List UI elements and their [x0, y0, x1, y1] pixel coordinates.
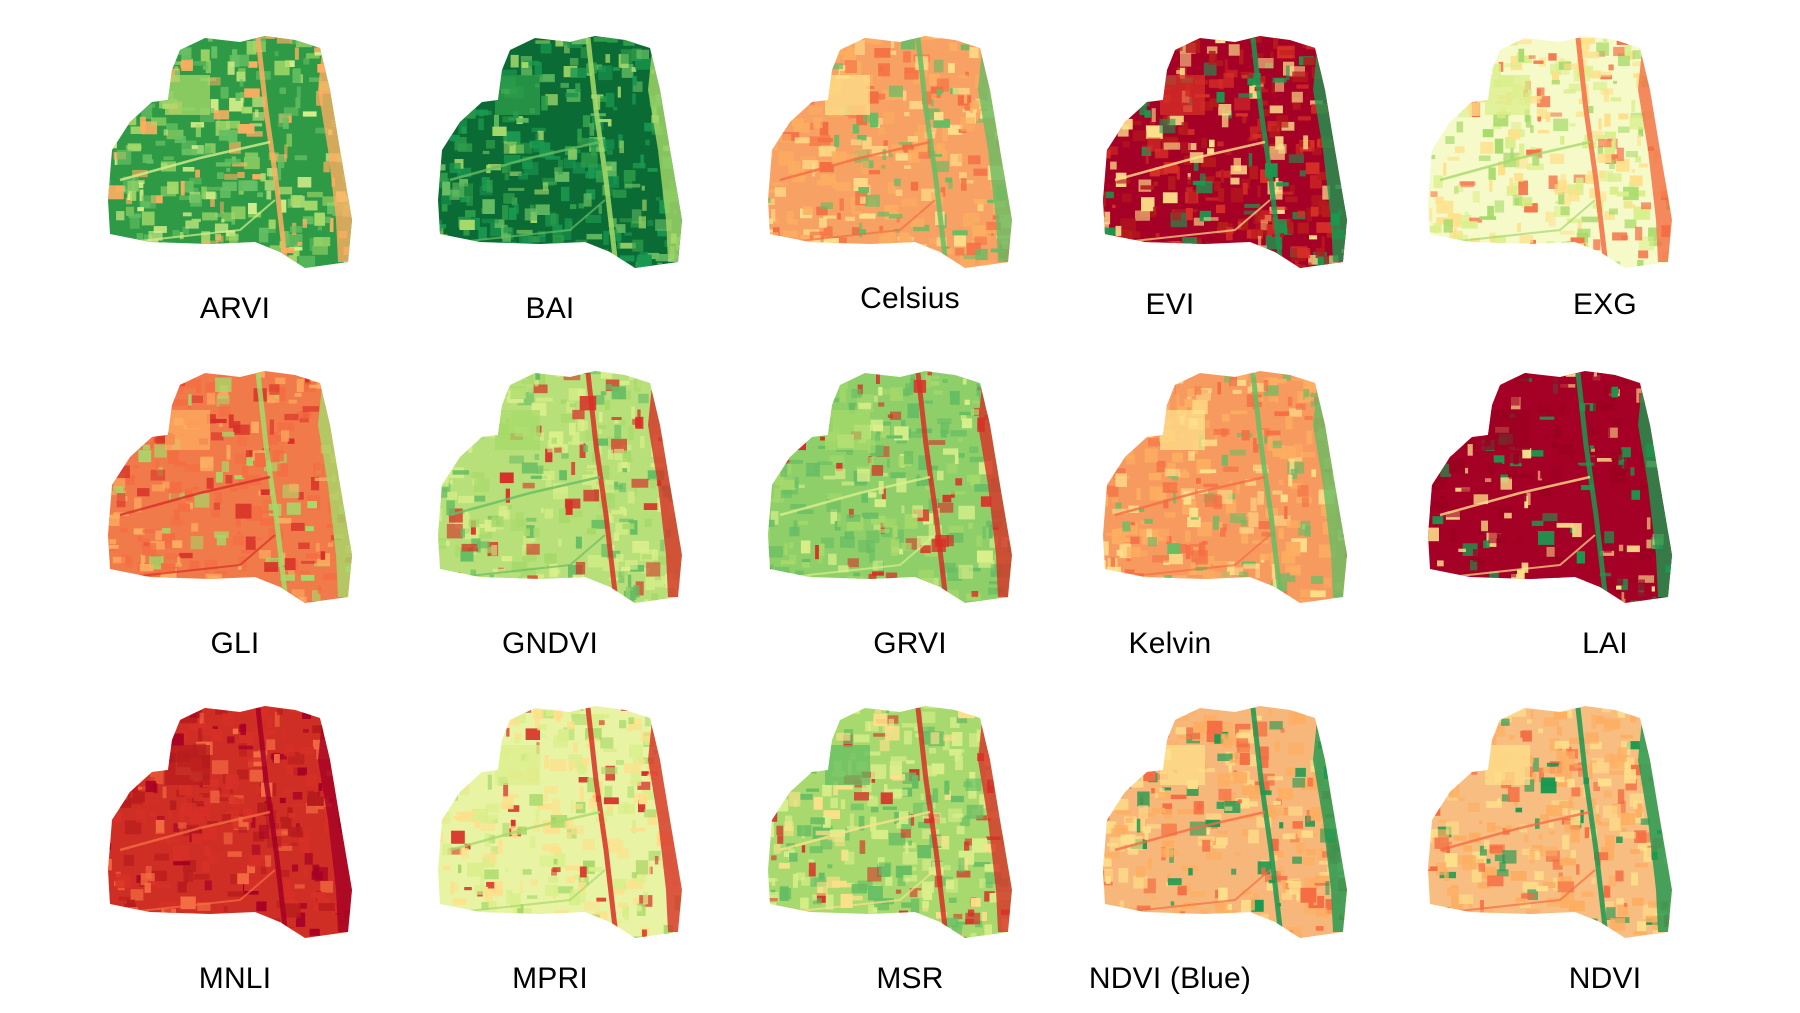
index-map-image	[1428, 36, 1672, 268]
index-map-image	[768, 36, 1012, 268]
index-label: GRVI	[873, 627, 947, 660]
index-label: Celsius	[860, 282, 960, 315]
index-label: EVI	[1145, 288, 1195, 321]
index-label: BAI	[525, 292, 575, 325]
index-map-image	[1103, 706, 1347, 938]
index-map-image	[108, 371, 352, 603]
index-label: GNDVI	[501, 627, 598, 660]
index-map-image	[438, 36, 682, 268]
index-label: NDVI (Blue)	[1088, 962, 1252, 995]
index-map-image	[1428, 371, 1672, 603]
index-label: MNLI	[198, 962, 272, 995]
index-label: NDVI	[1568, 962, 1642, 995]
index-label: MSR	[876, 962, 944, 995]
index-label: MPRI	[512, 962, 588, 995]
index-label: Kelvin	[1128, 627, 1212, 660]
index-map-image	[768, 371, 1012, 603]
index-map-image	[438, 706, 682, 938]
index-map-image	[1103, 36, 1347, 268]
index-map-image	[1103, 371, 1347, 603]
index-map-image	[768, 706, 1012, 938]
index-label: GLI	[210, 627, 260, 660]
index-label: ARVI	[199, 292, 271, 325]
index-map-image	[438, 371, 682, 603]
index-map-image	[1428, 706, 1672, 938]
index-label: EXG	[1573, 288, 1637, 321]
index-label: LAI	[1582, 627, 1628, 660]
index-map-image	[108, 36, 352, 268]
index-map-image	[108, 706, 352, 938]
